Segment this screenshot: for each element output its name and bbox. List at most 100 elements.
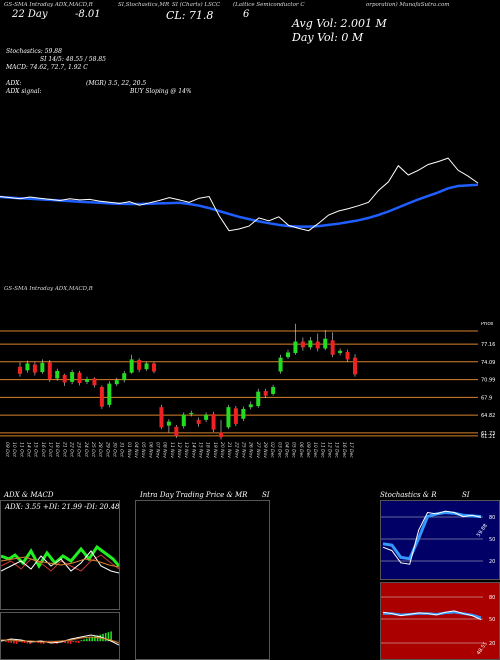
candle-body [226, 407, 231, 428]
candle-body [107, 383, 112, 405]
intraday-panel [135, 500, 270, 660]
macd-bar [10, 641, 12, 643]
adx-line-white [1, 550, 119, 574]
candle-body [330, 340, 335, 355]
price-tick-label: 74.09 [481, 360, 495, 366]
candle-body [174, 426, 179, 436]
macd-signal-line [1, 636, 119, 644]
date-tick-label: 31 Oct [119, 442, 125, 457]
header-title-part-5: orporation) MunafaSutra.com [366, 2, 450, 8]
stoch-summary: Stochastics: 59.88 [6, 48, 62, 55]
intraday-si: SI [262, 491, 270, 499]
candle-body [241, 408, 246, 419]
header-repeat: GS-SMA Intraday ADX,MACD,R [4, 286, 93, 292]
candle-body [18, 366, 22, 374]
adx-values: (MGR) 3.5, 22, 20.5 [86, 80, 147, 87]
date-tick-label: 25 Nov [241, 442, 247, 458]
macd-bar [110, 631, 112, 641]
date-tick-label: 22 Oct [69, 442, 75, 457]
date-tick-label: 26 Nov [248, 442, 254, 458]
price-bands [0, 330, 478, 437]
date-tick-label: 29 Oct [104, 442, 110, 457]
header-repeat-text: GS-SMA Intraday ADX,MACD,R [4, 286, 93, 292]
date-tick-label: 03 Dec [276, 442, 282, 458]
date-tick-label: 20 Nov [219, 442, 225, 458]
date-tick-label: 16 Oct [40, 442, 46, 457]
candle-body [62, 374, 67, 383]
date-tick-label: 16 Dec [341, 442, 347, 458]
date-tick-label: 02 Dec [269, 442, 275, 458]
macd-bar [75, 641, 77, 643]
adx-signal-label: ADX signal: [6, 88, 42, 95]
price-tick-label: 70.99 [481, 378, 495, 384]
macd-bar [21, 641, 23, 643]
macd-bar [67, 641, 69, 644]
date-tick-label: 12 Dec [327, 442, 333, 458]
date-tick-label: 01 Nov [126, 442, 132, 458]
rsi-tick-80: 80 [489, 595, 495, 601]
candle-body [25, 363, 30, 371]
candle-body [85, 378, 89, 382]
day-change-value: -8.01 [75, 9, 101, 20]
candle-body [263, 391, 268, 396]
macd-panel [0, 612, 120, 660]
adx-line-green [1, 544, 119, 570]
macd-bar [72, 641, 75, 642]
candle-body [166, 421, 171, 426]
macd-bar [29, 641, 31, 644]
date-tick-label: 19 Nov [212, 442, 218, 458]
macd-line [1, 634, 119, 646]
macd-bar [5, 641, 7, 642]
price-tick-label: 64.82 [481, 413, 495, 419]
date-tick-label: 09 Oct [4, 442, 10, 457]
macd-bar [104, 633, 107, 641]
date-tick-label: 14 Oct [26, 442, 32, 457]
date-tick-label: 22 Nov [233, 442, 239, 458]
intraday-title: Intra Day Trading Price & MR [140, 491, 248, 499]
adx-values-text: ADX: 3.55 +DI: 21.99 -DI: 20.48 [5, 503, 120, 511]
price-tick-label: 61.73 [481, 431, 495, 437]
date-tick-label: 07 Nov [155, 442, 161, 458]
candle-body [144, 363, 149, 370]
candle-body [122, 373, 127, 381]
header-line-1: GS-SMA Intraday ADX,MACD,R [4, 2, 93, 8]
candle-body [271, 387, 276, 394]
candle-body [300, 341, 305, 348]
candle-body [129, 359, 134, 373]
candle-body [248, 404, 253, 408]
candle-body [137, 359, 142, 370]
adx-signal-value: BUY Sloping @ 14% [130, 88, 192, 95]
rsi-chart: 80 50 20 48.55 [381, 595, 495, 656]
candle-body [353, 357, 357, 375]
macd-bar [77, 641, 80, 643]
header-title-part-4: (Lattice Semiconductor C [233, 2, 305, 8]
date-tick-label: 29 Nov [262, 442, 268, 458]
candle-body [181, 414, 186, 427]
date-tick-label: 05 Nov [140, 442, 146, 458]
date-tick-label: 05 Dec [291, 442, 297, 458]
date-tick-label: 13 Dec [334, 442, 340, 458]
moving-average-line [0, 183, 479, 228]
price-line [0, 157, 479, 232]
date-tick-label: 11 Nov [169, 442, 175, 458]
candle-body [99, 387, 104, 407]
date-tick-label: 30 Oct [112, 442, 118, 457]
candle-body [159, 407, 164, 428]
macd-bar [88, 637, 91, 641]
date-tick-label: 21 Oct [61, 442, 67, 457]
si-summary: SI 14/5: 48.55 / 58.85 [40, 56, 106, 63]
candle-body [211, 414, 216, 430]
date-tick-label: 12 Nov [176, 442, 182, 458]
candle-body [114, 380, 119, 385]
candle-body [219, 432, 223, 438]
macd-bar [7, 641, 10, 643]
candle-body [293, 341, 298, 354]
candle-body [233, 408, 238, 424]
macd-bar [83, 639, 85, 641]
day-volume: Day Vol: 0 M [292, 31, 364, 44]
rsi-tick-50: 50 [489, 617, 495, 623]
price-ma-chart [0, 157, 479, 232]
stoch-tick-20: 20 [489, 559, 495, 565]
stoch-k-line [382, 510, 482, 565]
